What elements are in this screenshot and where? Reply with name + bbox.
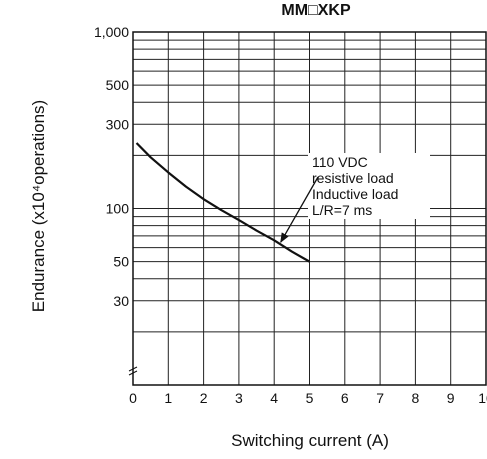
plot-border [132,31,487,386]
axis-break-mark [128,366,138,376]
endurance-curve [135,142,311,263]
x-tick-label: 3 [235,390,243,406]
x-tick-label: 5 [306,390,314,406]
x-tick-label: 9 [447,390,455,406]
x-tick-label: 10 [478,390,487,406]
x-tick-label: 2 [200,390,208,406]
annotation-line: Inductive load [312,186,398,202]
chart-title: MM□XKP [281,2,351,19]
x-tick-label: 4 [270,390,278,406]
y-tick-label: 300 [106,116,130,132]
y-tick-label: 500 [106,77,130,93]
y-axis-title: Endurance (x10⁴operations) [29,100,48,312]
tick-labels: 0 1 2 3 4 5 6 7 8 9 10 1,000 500 300 100 50 30 [94,24,487,406]
x-tick-label: 0 [129,390,137,406]
x-axis-title: Switching current (A) [231,431,389,450]
x-tick-label: 1 [164,390,172,406]
y-tick-label: 100 [106,201,130,217]
plot-frame [128,31,487,386]
annotation-line: L/R=7 ms [312,202,372,218]
y-tick-label: 1,000 [94,24,129,40]
x-tick-label: 7 [376,390,384,406]
annotation-arrow [280,176,319,244]
y-tick-label: 50 [113,254,129,270]
series-layer [135,142,311,263]
annotation-line: resistive load [312,170,394,186]
x-tick-label: 8 [412,390,420,406]
annotation-background [308,153,430,219]
y-tick-label: 30 [113,293,129,309]
x-tick-label: 6 [341,390,349,406]
annotation-line: 110 VDC [312,154,368,170]
